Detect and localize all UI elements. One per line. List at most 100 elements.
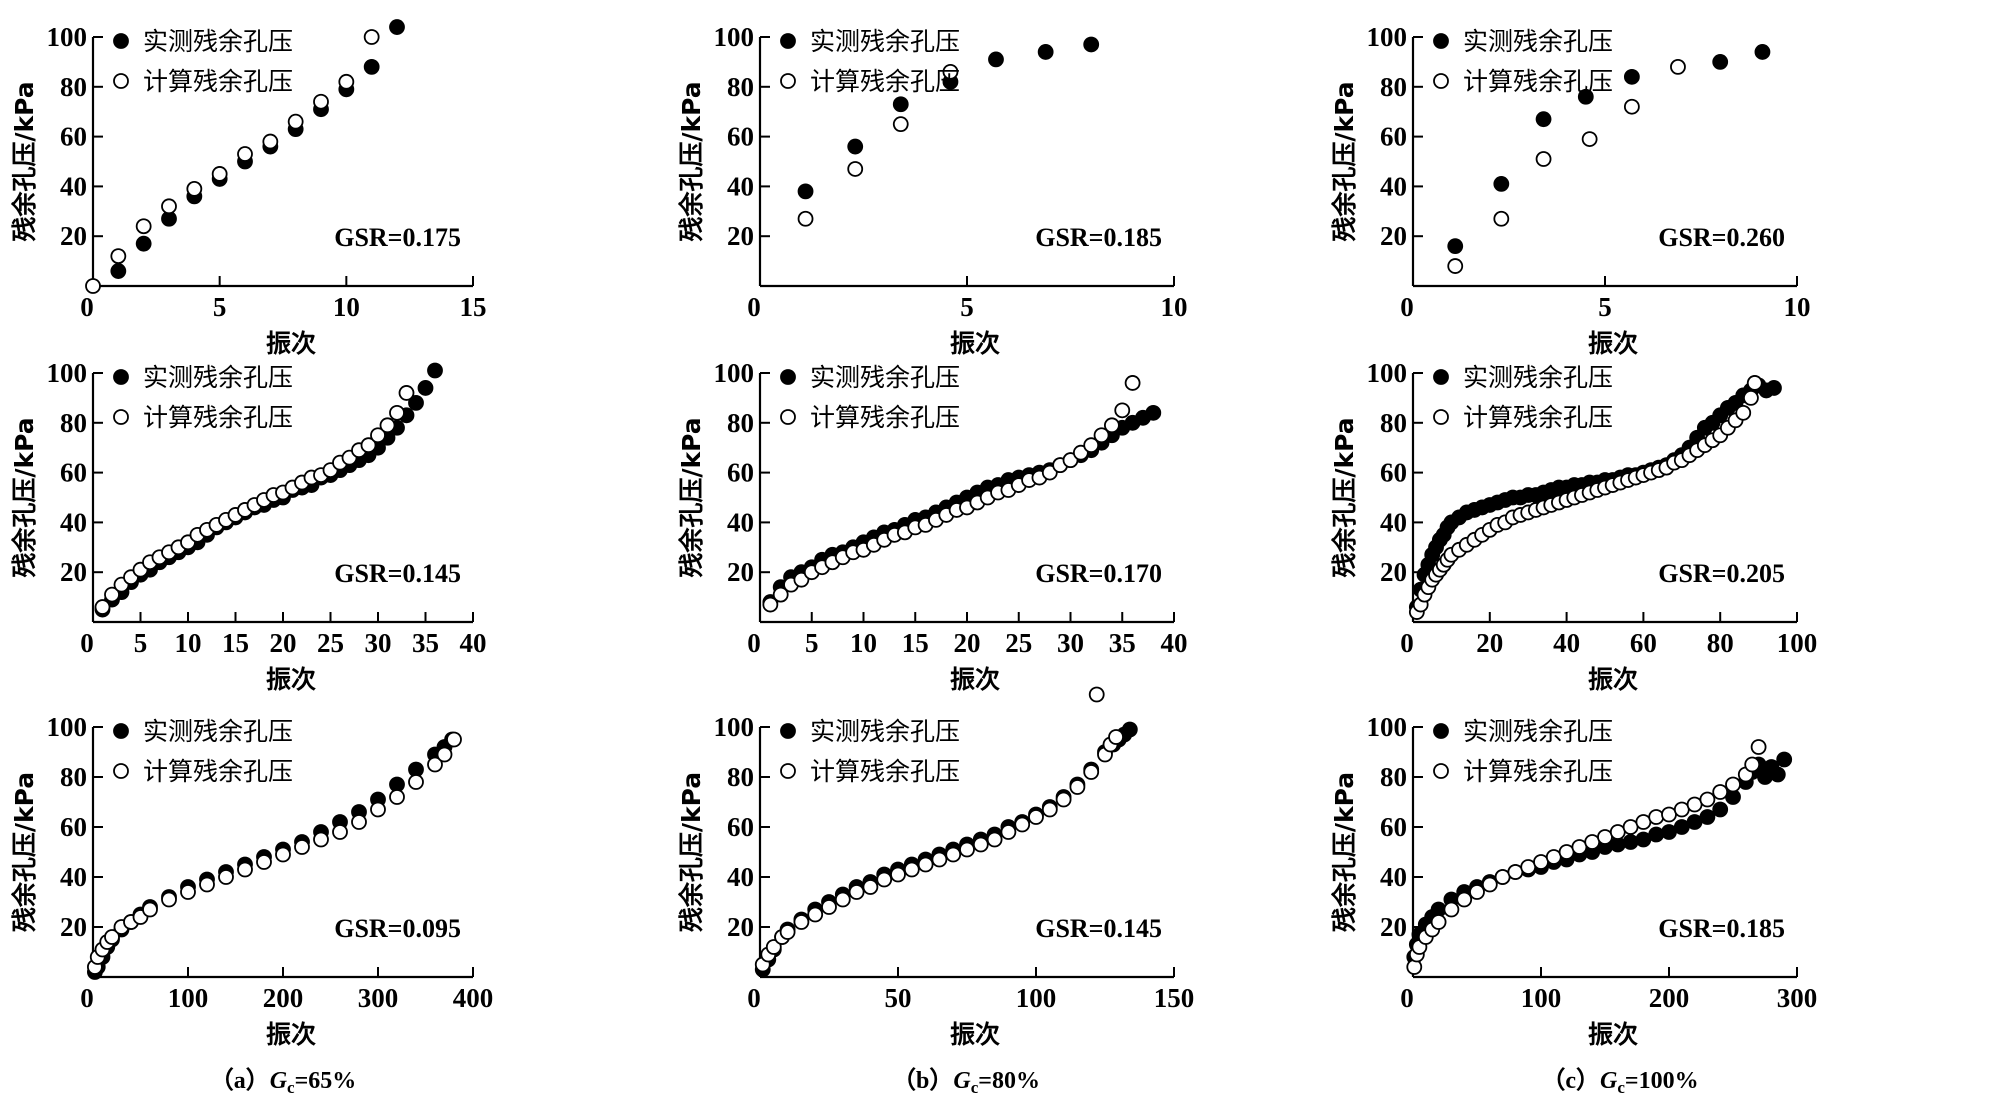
y-tick-label: 40: [1380, 862, 1407, 892]
calculated-point: [1635, 814, 1652, 830]
legend-marker-calculated: [1433, 763, 1449, 779]
calculated-point: [262, 133, 279, 150]
x-tick-label: 25: [317, 628, 344, 658]
calculated-point: [1581, 131, 1598, 147]
calculated-point: [834, 891, 851, 908]
series-calculated: [1408, 375, 1763, 620]
series-measured: [1447, 44, 1771, 255]
y-tick-label: 20: [727, 557, 754, 587]
caption-value: =100%: [1625, 1068, 1699, 1094]
legend-label-calculated: 计算残余孔压: [143, 757, 293, 786]
x-tick-label: 0: [747, 983, 761, 1013]
calculated-point: [762, 596, 779, 613]
legend-marker-measured: [113, 33, 129, 49]
calculated-point: [942, 63, 959, 80]
caption-label: （b）: [892, 1067, 953, 1094]
calculated-point: [1584, 834, 1601, 850]
x-tick-label: 35: [1109, 628, 1136, 658]
calculated-point: [427, 756, 443, 773]
legend-label-measured: 实测残余孔压: [1463, 363, 1613, 392]
calculated-point: [389, 404, 405, 421]
legend-label-measured: 实测残余孔压: [143, 27, 293, 56]
caption-variable: G: [1600, 1068, 1618, 1094]
calculated-point: [1041, 464, 1058, 481]
x-tick-label: 20: [270, 628, 297, 658]
x-tick-label: 10: [1161, 292, 1188, 322]
measured-point: [1083, 36, 1100, 53]
x-tick-label: 0: [80, 628, 94, 658]
calculated-point: [1481, 876, 1498, 893]
y-axis-title: 残余孔压/kPa: [1330, 772, 1359, 932]
calculated-point: [793, 571, 810, 588]
measured-point: [847, 138, 864, 155]
legend-marker-measured: [1433, 723, 1449, 739]
calculated-point: [793, 914, 810, 930]
gsr-annotation: GSR=0.095: [334, 914, 461, 943]
y-tick-label: 60: [1380, 122, 1407, 152]
measured-point: [1577, 88, 1594, 105]
calculated-point: [1622, 819, 1639, 835]
y-tick-label: 20: [60, 557, 87, 587]
caption-subscript: c: [971, 1078, 979, 1097]
chart-panel-b3: 0 50 100 150 20 40 60 80 100 振次 残余孔压/kPa 实测残余孔压计算残余…: [677, 686, 1194, 1049]
measured-point: [1145, 404, 1162, 421]
legend-marker-measured: [1433, 369, 1449, 385]
x-tick-label: 15: [902, 628, 929, 658]
calculated-point: [1108, 729, 1124, 745]
series-calculated: [1406, 739, 1767, 975]
x-tick-label: 40: [1553, 628, 1580, 658]
y-tick-label: 60: [60, 122, 87, 152]
legend-marker-calculated: [1433, 409, 1449, 425]
y-tick-label: 80: [727, 72, 754, 102]
calculated-point: [211, 166, 228, 182]
calculated-point: [1114, 402, 1131, 419]
gsr-annotation: GSR=0.170: [1035, 559, 1162, 588]
calculated-point: [1746, 375, 1763, 391]
legend-label-measured: 实测残余孔压: [1463, 717, 1613, 746]
calculated-point: [363, 29, 380, 45]
measured-point: [427, 362, 443, 379]
y-tick-label: 20: [727, 221, 754, 251]
calculated-point: [1648, 809, 1665, 825]
legend-label-measured: 实测残余孔压: [810, 717, 960, 746]
y-tick-label: 100: [47, 358, 88, 388]
calculated-point: [945, 846, 962, 863]
y-tick-label: 80: [727, 408, 754, 438]
calculated-point: [903, 861, 920, 878]
calculated-point: [1041, 801, 1058, 818]
calculated-point: [294, 839, 310, 855]
series-calculated: [87, 731, 462, 975]
y-tick-label: 100: [47, 712, 88, 742]
chart-panel-c3: 0 100 200 300 20 40 60 80 100 振次 残余孔压/kPa 实测残余孔压计算残…: [1330, 712, 1817, 1049]
y-tick-label: 100: [1367, 22, 1408, 52]
measured-point: [1712, 54, 1729, 70]
calculated-point: [1744, 756, 1761, 773]
legend-marker-measured: [780, 723, 796, 739]
x-tick-label: 300: [1777, 983, 1818, 1013]
calculated-point: [1083, 764, 1100, 780]
chart-panel-a3: 0 100 200 300 400 20 40 60 80 100 振次 残余孔压/kPa 实测残余孔压…: [10, 712, 493, 1049]
y-axis-title: 残余孔压/kPa: [677, 417, 706, 577]
calculated-point: [986, 831, 1003, 848]
calculated-point: [1670, 58, 1686, 75]
calculated-point: [848, 884, 865, 900]
x-tick-label: 60: [1630, 628, 1657, 658]
calculated-point: [779, 924, 796, 940]
legend-marker-calculated: [780, 763, 796, 779]
calculated-point: [161, 198, 177, 215]
y-tick-label: 60: [1380, 458, 1407, 488]
gsr-annotation: GSR=0.205: [1658, 559, 1785, 588]
y-tick-label: 100: [1367, 358, 1408, 388]
legend-marker-measured: [780, 33, 796, 49]
legend-label-measured: 实测残余孔压: [810, 363, 960, 392]
calculated-point: [338, 73, 355, 90]
x-tick-label: 0: [1400, 628, 1414, 658]
measured-point: [1661, 824, 1677, 840]
calculated-point: [332, 824, 348, 840]
